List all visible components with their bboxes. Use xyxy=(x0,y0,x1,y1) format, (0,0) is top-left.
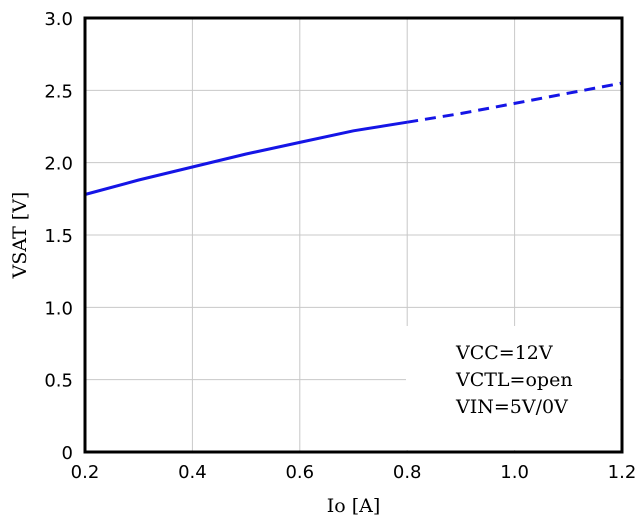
x-tick-label: 0.4 xyxy=(178,462,207,483)
x-tick-label: 1.0 xyxy=(500,462,529,483)
x-tick-label: 0.8 xyxy=(393,462,422,483)
series-group xyxy=(84,81,623,196)
annotation-background xyxy=(406,326,620,450)
series-line-solid xyxy=(84,120,408,196)
x-axis-label: Io [A] xyxy=(327,495,381,517)
y-tick-label: 1.5 xyxy=(44,226,73,247)
y-tick-label: 2.0 xyxy=(44,154,73,175)
y-tick-label: 0.5 xyxy=(44,371,73,392)
x-tick-label: 0.6 xyxy=(285,462,314,483)
conditions-annotation: VCC=12V VCTL=open VIN=5V/0V xyxy=(455,342,573,418)
y-axis-label-text: VSAT [V] xyxy=(9,192,31,280)
y-tick-label: 0 xyxy=(62,443,73,464)
x-axis-label-text: Io [A] xyxy=(327,495,381,517)
y-axis-label: VSAT [V] xyxy=(9,192,31,280)
series-line-dashed xyxy=(406,81,623,124)
x-tick-label: 0.2 xyxy=(71,462,100,483)
tick-labels: 0.2 0.4 0.6 0.8 1.0 1.2 0 0.5 1.0 1.5 2.0 2.5 3.0 xyxy=(44,9,636,483)
y-tick-label: 1.0 xyxy=(44,298,73,319)
annotation-vcc: VCC=12V xyxy=(455,342,553,364)
plot-frame xyxy=(83,16,624,454)
y-tick-label: 3.0 xyxy=(44,9,73,30)
annotation-vctl: VCTL=open xyxy=(455,369,573,391)
annotation-vin: VIN=5V/0V xyxy=(455,396,568,418)
x-tick-label: 1.2 xyxy=(608,462,637,483)
y-tick-label: 2.5 xyxy=(44,81,73,102)
